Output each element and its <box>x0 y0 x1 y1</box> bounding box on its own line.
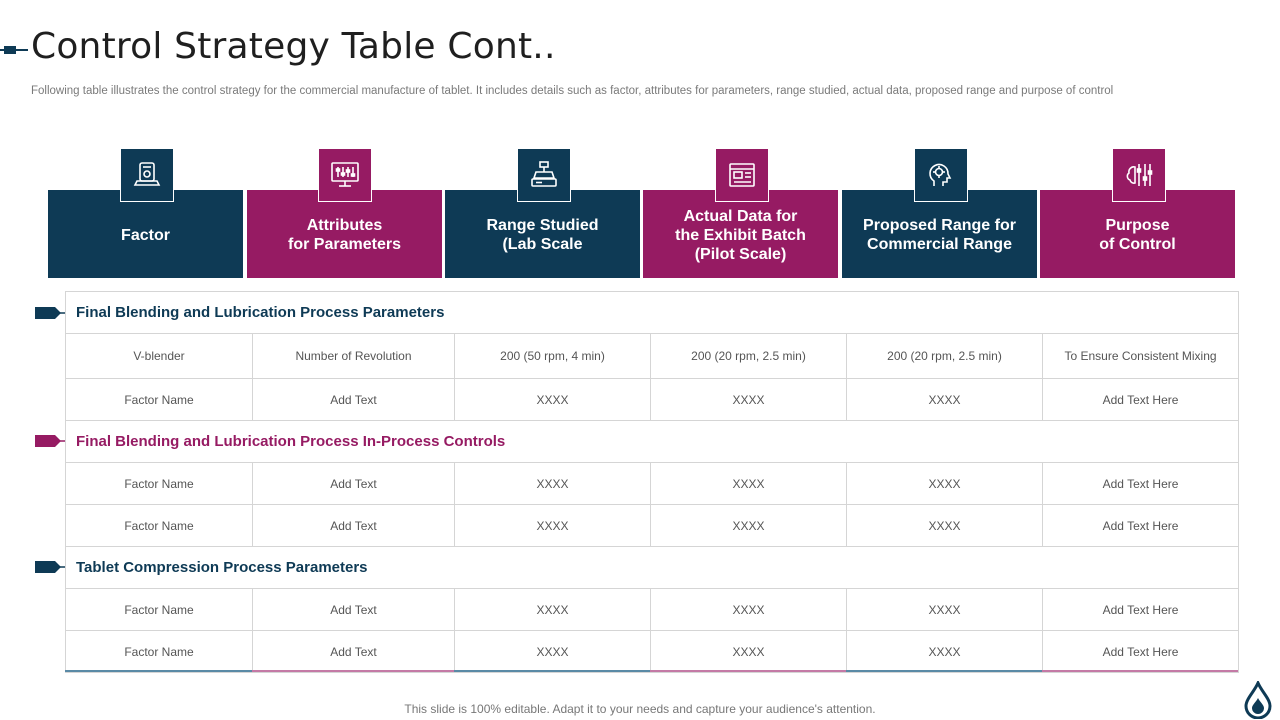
table-cell: Factor Name <box>65 378 253 421</box>
column-header-factor: Factor <box>48 190 243 278</box>
table-cell: Factor Name <box>65 504 253 547</box>
table-cell: XXXX <box>846 588 1043 631</box>
table-bottom-accent <box>454 670 650 672</box>
table-cell: XXXX <box>846 630 1043 673</box>
table-cell: Add Text Here <box>1041 630 1240 673</box>
table-cell: XXXX <box>650 504 847 547</box>
section-header-row: Tablet Compression Process Parameters <box>64 546 1240 589</box>
gear-head-icon <box>914 148 968 202</box>
brain-settings-icon <box>1112 148 1166 202</box>
table-cell: XXXX <box>846 462 1043 505</box>
footer-note: This slide is 100% editable. Adapt it to… <box>404 702 876 716</box>
table-row: Factor Name Add Text XXXX XXXX XXXX Add … <box>65 378 1240 421</box>
table-cell: Add Text Here <box>1041 504 1240 547</box>
table-bottom-accent <box>1042 670 1238 672</box>
section-marker-icon <box>35 435 65 447</box>
section-title: Tablet Compression Process Parameters <box>64 546 1240 589</box>
table-cell: XXXX <box>650 630 847 673</box>
table-cell: XXXX <box>846 504 1043 547</box>
table-row: V-blender Number of Revolution 200 (50 r… <box>65 333 1240 379</box>
laptop-icon <box>120 148 174 202</box>
table-cell: XXXX <box>454 630 651 673</box>
table-cell: XXXX <box>454 462 651 505</box>
table-cell: 200 (20 rpm, 2.5 min) <box>846 333 1043 379</box>
section-header-row: Final Blending and Lubrication Process I… <box>64 420 1240 463</box>
table-cell: 200 (50 rpm, 4 min) <box>454 333 651 379</box>
table-cell: Add Text <box>252 630 455 673</box>
table-cell: Factor Name <box>65 588 253 631</box>
table-cell: To Ensure Consistent Mixing <box>1041 333 1240 379</box>
table-cell: Add Text <box>252 378 455 421</box>
table-row: Factor Name Add Text XXXX XXXX XXXX Add … <box>65 504 1240 547</box>
column-header-proposed-range: Proposed Range for Commercial Range <box>842 190 1037 278</box>
table-bottom-accent <box>252 670 454 672</box>
table-cell: Add Text <box>252 462 455 505</box>
table-cell: XXXX <box>650 588 847 631</box>
table-cell: XXXX <box>454 378 651 421</box>
column-header-actual-data: Actual Data for the Exhibit Batch (Pilot… <box>643 190 838 278</box>
lab-scale-icon <box>517 148 571 202</box>
column-header-label: Range Studied (Lab Scale <box>486 217 599 253</box>
table-cell: XXXX <box>650 378 847 421</box>
section-marker-icon <box>35 307 65 319</box>
page-title: Control Strategy Table Cont.. <box>31 26 556 67</box>
table-row: Factor Name Add Text XXXX XXXX XXXX Add … <box>65 462 1240 505</box>
column-header-purpose: Purpose of Control <box>1040 190 1235 278</box>
column-header-label: Factor <box>121 226 170 244</box>
section-title: Final Blending and Lubrication Process P… <box>64 291 1240 334</box>
table-row: Factor Name Add Text XXXX XXXX XXXX Add … <box>65 588 1240 631</box>
table-cell: XXXX <box>846 378 1043 421</box>
title-marker-icon <box>0 46 28 54</box>
table-bottom-accent <box>846 670 1042 672</box>
table-row: Factor Name Add Text XXXX XXXX XXXX Add … <box>65 630 1240 673</box>
section-title: Final Blending and Lubrication Process I… <box>64 420 1240 463</box>
table-bottom-accent <box>65 670 252 672</box>
table-cell: Add Text Here <box>1041 588 1240 631</box>
table-cell: 200 (20 rpm, 2.5 min) <box>650 333 847 379</box>
brand-drop-logo-icon <box>1244 681 1272 719</box>
table-cell: XXXX <box>454 588 651 631</box>
column-header-label: Actual Data for the Exhibit Batch (Pilot… <box>675 207 806 263</box>
page-subtitle: Following table illustrates the control … <box>31 85 1114 97</box>
report-document-icon <box>715 148 769 202</box>
column-header-range-studied: Range Studied (Lab Scale <box>445 190 640 278</box>
table-cell: XXXX <box>454 504 651 547</box>
table-cell: Add Text Here <box>1041 462 1240 505</box>
table-cell: Number of Revolution <box>252 333 455 379</box>
table-cell: Factor Name <box>65 630 253 673</box>
column-header-attributes: Attributes for Parameters <box>247 190 442 278</box>
equalizer-monitor-icon <box>318 148 372 202</box>
table-cell: V-blender <box>65 333 253 379</box>
table-cell: Add Text <box>252 588 455 631</box>
table-cell: Add Text <box>252 504 455 547</box>
column-header-label: Attributes for Parameters <box>288 217 401 253</box>
table-cell: Factor Name <box>65 462 253 505</box>
control-strategy-table: Final Blending and Lubrication Process P… <box>64 291 1240 673</box>
column-header-label: Purpose of Control <box>1099 217 1176 253</box>
section-marker-icon <box>35 561 65 573</box>
table-cell: XXXX <box>650 462 847 505</box>
section-header-row: Final Blending and Lubrication Process P… <box>64 291 1240 334</box>
table-cell: Add Text Here <box>1041 378 1240 421</box>
column-header-label: Proposed Range for Commercial Range <box>863 217 1016 253</box>
table-bottom-accent <box>650 670 846 672</box>
